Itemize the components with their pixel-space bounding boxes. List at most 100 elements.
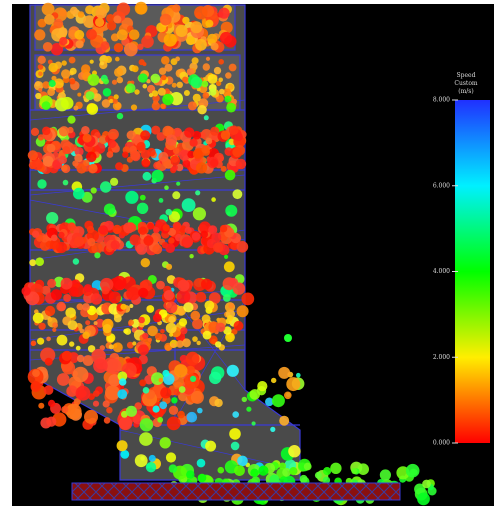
particle — [112, 225, 121, 234]
particle — [114, 94, 119, 99]
particle — [113, 99, 118, 104]
particle — [43, 42, 53, 52]
particle — [422, 480, 431, 489]
particle — [250, 389, 261, 400]
particle — [140, 195, 146, 201]
particle — [186, 352, 200, 366]
particle — [129, 29, 140, 40]
particle — [86, 91, 95, 100]
particle — [123, 222, 134, 233]
particle — [108, 129, 119, 140]
particle — [191, 311, 201, 321]
particle — [35, 81, 40, 86]
particle — [114, 43, 123, 52]
particle — [50, 241, 59, 250]
particle — [106, 358, 122, 374]
particle — [73, 188, 85, 200]
particle — [31, 341, 36, 346]
particle — [117, 440, 128, 451]
particle — [159, 198, 164, 203]
particle — [164, 33, 177, 46]
particle — [117, 29, 128, 40]
particle — [227, 365, 239, 377]
particle — [32, 231, 39, 238]
particle — [131, 104, 137, 110]
particle — [59, 37, 67, 45]
particle — [207, 34, 217, 44]
particle — [69, 78, 75, 84]
particle — [134, 89, 139, 94]
particle — [218, 59, 224, 65]
particle — [155, 333, 162, 340]
particle — [153, 227, 159, 233]
particle — [120, 450, 129, 459]
particle — [188, 101, 197, 110]
particle — [197, 459, 206, 468]
particle — [82, 303, 90, 311]
particle — [126, 287, 140, 301]
particle — [99, 225, 108, 234]
particle — [96, 7, 107, 18]
particle — [153, 406, 160, 413]
particle — [205, 20, 213, 28]
particle — [137, 142, 146, 151]
particle — [103, 88, 112, 97]
particle — [42, 101, 51, 110]
particle — [138, 344, 149, 355]
particle — [271, 378, 276, 383]
particle — [108, 140, 116, 148]
particle — [169, 406, 178, 415]
particle — [38, 88, 42, 92]
particle — [166, 302, 178, 314]
particle — [229, 125, 239, 135]
particle — [193, 207, 206, 220]
particle — [33, 313, 44, 324]
particle — [61, 165, 68, 172]
particle — [241, 293, 254, 306]
particle — [229, 64, 237, 72]
particle — [68, 222, 76, 230]
particle — [192, 232, 201, 241]
particle — [136, 244, 147, 255]
particle — [93, 358, 108, 373]
particle — [210, 127, 219, 136]
particle — [158, 152, 168, 162]
particle — [227, 315, 233, 321]
particle — [73, 258, 79, 264]
particle — [158, 88, 166, 96]
particle — [57, 335, 68, 346]
particle — [224, 261, 235, 272]
particle — [196, 162, 207, 173]
particle — [190, 376, 196, 382]
particle — [151, 74, 161, 84]
particle — [246, 407, 251, 412]
particle — [162, 94, 173, 105]
particle — [35, 257, 44, 266]
particle — [191, 391, 204, 404]
particle — [143, 172, 152, 181]
page: {"legend": {"title": ["Speed", "Custom",… — [0, 0, 496, 506]
particle — [296, 373, 301, 378]
particle — [166, 209, 173, 216]
particle — [59, 156, 67, 164]
particle — [166, 135, 177, 146]
particle — [117, 389, 127, 399]
particle — [210, 159, 218, 167]
particle — [160, 329, 165, 334]
particle — [221, 166, 227, 172]
particle — [227, 211, 231, 215]
particle — [83, 160, 89, 166]
particle — [74, 236, 84, 246]
particle — [176, 25, 188, 37]
particle — [76, 40, 84, 48]
particle — [29, 259, 36, 266]
particle — [152, 102, 160, 110]
particle — [73, 367, 89, 383]
particle — [164, 290, 174, 300]
particle — [224, 255, 228, 259]
particle — [193, 149, 203, 159]
particle — [31, 128, 39, 136]
particle — [117, 77, 124, 84]
particle — [171, 343, 176, 348]
particle — [140, 418, 153, 431]
